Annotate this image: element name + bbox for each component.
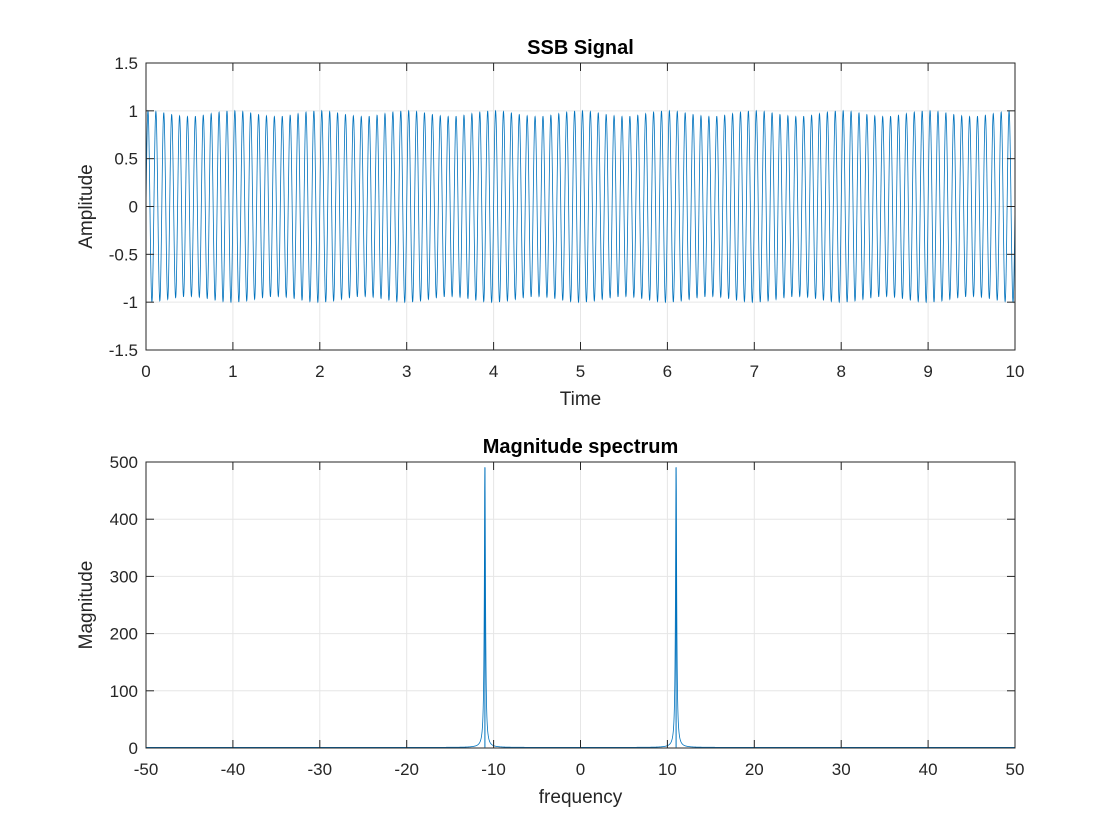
y-tick-label: 1.5 (114, 54, 138, 73)
x-tick-label: 8 (836, 362, 845, 381)
y-tick-label: 1 (129, 102, 138, 121)
y-axis-label: Amplitude (76, 164, 97, 249)
y-axis-label: Magnitude (76, 561, 97, 650)
y-tick-label: -1.5 (109, 341, 138, 360)
x-tick-label: -20 (394, 760, 419, 779)
series-lines (145, 109, 1016, 304)
x-tick-label: 20 (745, 760, 764, 779)
x-tick-label: 40 (919, 760, 938, 779)
y-tick-label: 100 (110, 682, 138, 701)
x-tick-label: 50 (1006, 760, 1025, 779)
y-tick-label: 300 (110, 567, 138, 586)
x-tick-label: -30 (308, 760, 333, 779)
series-line (145, 109, 1016, 304)
y-tick-label: -0.5 (109, 245, 138, 264)
y-tick-label: 0 (129, 739, 138, 758)
x-tick-label: 6 (663, 362, 672, 381)
chart-title: SSB Signal (527, 37, 634, 59)
x-tick-label: 5 (576, 362, 585, 381)
x-tick-label: 4 (489, 362, 498, 381)
x-tick-label: 30 (832, 760, 851, 779)
x-tick-label: 7 (750, 362, 759, 381)
x-tick-label: -50 (134, 760, 159, 779)
x-tick-label: 3 (402, 362, 411, 381)
x-tick-label: 10 (1006, 362, 1025, 381)
x-axis-label: frequency (539, 787, 623, 808)
x-axis-label: Time (560, 389, 602, 410)
ssb-signal-axes: 0 1 2 3 4 5 6 7 8 9 10 -1.5 -1 -0.5 0 0.5 1 1.5 SSB Signa… (76, 37, 1024, 410)
x-tick-label: 1 (228, 362, 237, 381)
x-tick-label: 0 (141, 362, 150, 381)
x-tick-label: -10 (481, 760, 506, 779)
x-tick-label: 2 (315, 362, 324, 381)
y-tick-label: 0.5 (114, 150, 138, 169)
x-tick-label: 9 (923, 362, 932, 381)
x-tick-label: 0 (576, 760, 585, 779)
y-tick-label: 500 (110, 453, 138, 472)
y-tick-label: 200 (110, 625, 138, 644)
x-tick-label: -40 (221, 760, 246, 779)
y-tick-label: 0 (129, 198, 138, 217)
ticks: -50 -40 -30 -20 -10 0 10 20 30 40 5001002003004005… (110, 453, 1025, 779)
magnitude-spectrum-axes: -50 -40 -30 -20 -10 0 10 20 30 40 5001002003004005… (76, 436, 1024, 808)
ticks: 0 1 2 3 4 5 6 7 8 9 10 -1.5 -1 -0.5 0 0.5 1 1.5 (109, 54, 1025, 381)
y-tick-label: -1 (123, 293, 138, 312)
x-tick-label: 10 (658, 760, 677, 779)
chart-title: Magnitude spectrum (483, 436, 679, 458)
y-tick-label: 400 (110, 510, 138, 529)
